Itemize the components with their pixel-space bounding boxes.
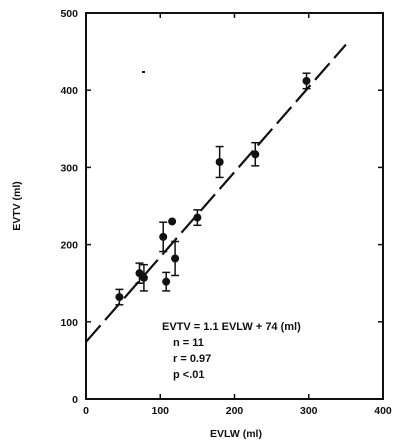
- annotation-equation: EVTV = 1.1 EVLW + 74 (ml): [162, 321, 301, 333]
- data-point: [171, 254, 180, 263]
- y-tick-label: 100: [60, 317, 78, 329]
- y-axis: 0 100 200 300 400 500: [60, 8, 383, 406]
- fit-line: [85, 43, 347, 343]
- x-tick-label: 200: [226, 405, 244, 417]
- data-point: [139, 273, 148, 282]
- data-point: [215, 157, 224, 166]
- data-point-group: [159, 221, 168, 253]
- data-point: [115, 293, 124, 302]
- annotation-r: r = 0.97: [173, 353, 211, 365]
- data-point-group: [251, 141, 260, 167]
- data-point-group: [215, 145, 224, 179]
- data-point-group: [162, 271, 171, 292]
- data-point: [302, 76, 311, 85]
- data-point: [251, 150, 260, 159]
- data-points: [115, 72, 311, 306]
- data-point-group: [139, 263, 148, 292]
- data-point: [168, 217, 177, 226]
- data-point: [162, 277, 171, 286]
- y-tick-label: 300: [60, 162, 78, 174]
- y-tick-label: 400: [60, 85, 78, 97]
- data-point-group: [168, 217, 177, 226]
- x-axis-title: EVLW (ml): [210, 428, 262, 440]
- annotation-n: n = 11: [173, 337, 204, 349]
- annotation-p: p <.01: [173, 369, 205, 381]
- y-tick-label: 500: [60, 8, 78, 20]
- x-tick-label: 0: [83, 405, 89, 417]
- x-tick-label: 300: [300, 405, 318, 417]
- data-point-group: [302, 72, 311, 90]
- y-tick-label: 0: [72, 394, 78, 406]
- plot-area-frame: [85, 12, 384, 400]
- x-axis: 0 100 200 300 400: [83, 13, 392, 417]
- x-tick-label: 400: [374, 405, 392, 417]
- data-point-group: [115, 288, 124, 306]
- regression-line: [85, 43, 347, 343]
- stray-mark: [142, 71, 145, 73]
- x-tick-label: 100: [151, 405, 169, 417]
- data-point-group: [171, 240, 180, 277]
- data-point: [193, 213, 202, 222]
- y-axis-title: EVTV (ml): [11, 181, 23, 231]
- data-point: [159, 232, 168, 241]
- data-point-group: [193, 209, 202, 227]
- y-tick-label: 200: [60, 240, 78, 252]
